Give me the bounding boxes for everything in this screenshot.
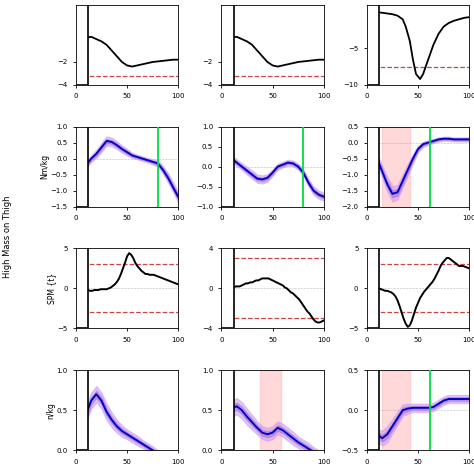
Y-axis label: SPM {t}: SPM {t} — [47, 273, 56, 304]
Bar — [221, 248, 234, 328]
Bar — [367, 248, 379, 328]
Bar — [221, 5, 234, 85]
Bar — [367, 127, 379, 207]
Bar — [221, 127, 234, 207]
Y-axis label: Nm/kg: Nm/kg — [40, 154, 49, 179]
Text: High Mass on Thigh: High Mass on Thigh — [3, 196, 11, 278]
Bar — [382, 127, 410, 207]
Bar — [76, 127, 88, 207]
Bar — [221, 370, 234, 450]
Bar — [260, 370, 281, 450]
Bar — [367, 370, 379, 450]
Y-axis label: n/kg: n/kg — [46, 402, 55, 419]
Bar — [76, 5, 88, 85]
Bar — [76, 248, 88, 328]
Bar — [382, 370, 410, 450]
Bar — [76, 370, 88, 450]
Bar — [367, 5, 379, 85]
